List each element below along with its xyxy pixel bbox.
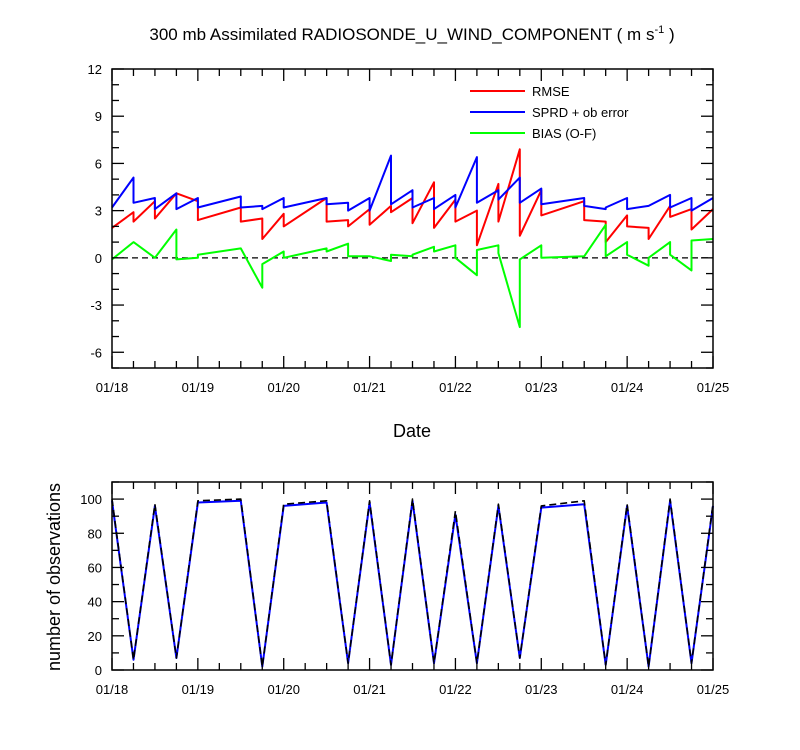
y-tick-label: 20 bbox=[88, 629, 102, 644]
x-tick-label: 01/20 bbox=[267, 380, 300, 395]
y-axis-title-observations: number of observations bbox=[44, 483, 64, 671]
x-tick-label: 01/21 bbox=[353, 682, 386, 697]
legend-label: SPRD + ob error bbox=[532, 105, 629, 120]
top-plot: 01/18 01/19 01/20 01/21 01/22 01/23 01/24 01/25… bbox=[88, 62, 730, 395]
x-tick-label: 01/24 bbox=[611, 682, 644, 697]
y-tick-label: 60 bbox=[88, 560, 102, 575]
y-tick-label: -3 bbox=[90, 298, 102, 313]
series-line-sprd-ob-error bbox=[111, 154, 714, 212]
x-tick-label: 01/24 bbox=[611, 380, 644, 395]
legend-label: BIAS (O-F) bbox=[532, 126, 596, 141]
x-tick-label: 01/25 bbox=[697, 682, 730, 697]
series-line-observations-used bbox=[111, 499, 714, 668]
x-tick-label: 01/23 bbox=[525, 380, 558, 395]
x-tick-label: 01/21 bbox=[353, 380, 386, 395]
y-tick-label: 12 bbox=[88, 62, 102, 77]
y-tick-label: 9 bbox=[95, 109, 102, 124]
y-tick-label: 0 bbox=[95, 663, 102, 678]
x-tick-label: 01/20 bbox=[267, 682, 300, 697]
chart-title: 300 mb Assimilated RADIOSONDE_U_WIND_COM… bbox=[149, 24, 674, 44]
x-tick-label: 01/22 bbox=[439, 380, 472, 395]
x-tick-label: 01/19 bbox=[182, 682, 215, 697]
plot-frame bbox=[111, 481, 714, 671]
y-tick-label: 80 bbox=[88, 526, 102, 541]
y-tick-label: 0 bbox=[95, 251, 102, 266]
y-tick-label: 6 bbox=[95, 156, 102, 171]
x-tick-label: 01/23 bbox=[525, 682, 558, 697]
x-tick-label: 01/19 bbox=[182, 380, 215, 395]
y-tick-label: -6 bbox=[90, 345, 102, 360]
y-tick-label: 3 bbox=[95, 204, 102, 219]
x-tick-label: 01/18 bbox=[96, 380, 129, 395]
bottom-plot: 01/18 01/19 01/20 01/21 01/22 01/23 01/24 01/25… bbox=[80, 481, 730, 697]
x-tick-label: 01/25 bbox=[697, 380, 730, 395]
series-line-observations-possible bbox=[111, 498, 714, 668]
x-tick-label: 01/22 bbox=[439, 682, 472, 697]
y-tick-label: 100 bbox=[80, 492, 102, 507]
series-line-bias-o-f bbox=[111, 223, 714, 329]
y-tick-label: 40 bbox=[88, 595, 102, 610]
legend-label: RMSE bbox=[532, 84, 570, 99]
x-tick-label: 01/18 bbox=[96, 682, 129, 697]
x-axis-title: Date bbox=[393, 421, 431, 441]
